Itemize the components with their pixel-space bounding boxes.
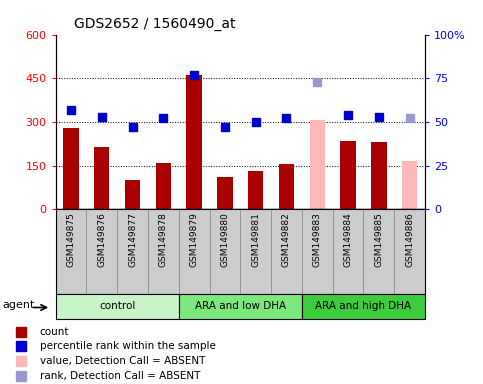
Text: GSM149879: GSM149879 <box>190 212 199 267</box>
Text: GSM149880: GSM149880 <box>220 212 229 267</box>
Text: GSM149875: GSM149875 <box>67 212 75 267</box>
Bar <box>341 141 356 209</box>
Text: GSM149877: GSM149877 <box>128 212 137 267</box>
Bar <box>94 147 110 209</box>
Bar <box>402 161 417 209</box>
Text: GDS2652 / 1560490_at: GDS2652 / 1560490_at <box>74 17 236 31</box>
Bar <box>56 209 86 294</box>
Bar <box>364 209 394 294</box>
Text: GSM149876: GSM149876 <box>97 212 106 267</box>
Text: count: count <box>40 327 69 337</box>
Bar <box>179 209 210 294</box>
Text: value, Detection Call = ABSENT: value, Detection Call = ABSENT <box>40 356 205 366</box>
Bar <box>271 209 302 294</box>
Bar <box>371 142 386 209</box>
Text: control: control <box>99 301 135 311</box>
Text: GSM149881: GSM149881 <box>251 212 260 267</box>
Text: GSM149883: GSM149883 <box>313 212 322 267</box>
Bar <box>310 121 325 209</box>
Bar <box>248 171 263 209</box>
Bar <box>63 128 79 209</box>
Bar <box>156 163 171 209</box>
Bar <box>240 209 271 294</box>
Text: GSM149884: GSM149884 <box>343 212 353 266</box>
Bar <box>217 177 233 209</box>
Text: GSM149878: GSM149878 <box>159 212 168 267</box>
Bar <box>210 209 240 294</box>
Bar <box>56 294 179 319</box>
Bar <box>186 75 202 209</box>
Bar <box>148 209 179 294</box>
Bar <box>302 209 333 294</box>
Text: GSM149882: GSM149882 <box>282 212 291 266</box>
Text: GSM149885: GSM149885 <box>374 212 384 267</box>
Bar <box>333 209 364 294</box>
Text: GSM149886: GSM149886 <box>405 212 414 267</box>
Bar <box>394 209 425 294</box>
Text: ARA and high DHA: ARA and high DHA <box>315 301 412 311</box>
Text: percentile rank within the sample: percentile rank within the sample <box>40 341 216 351</box>
Bar <box>125 180 140 209</box>
Bar <box>86 209 117 294</box>
Bar <box>117 209 148 294</box>
Bar <box>279 164 294 209</box>
Bar <box>302 294 425 319</box>
Text: rank, Detection Call = ABSENT: rank, Detection Call = ABSENT <box>40 371 200 381</box>
Text: ARA and low DHA: ARA and low DHA <box>195 301 286 311</box>
Text: agent: agent <box>3 300 35 310</box>
Bar <box>179 294 302 319</box>
